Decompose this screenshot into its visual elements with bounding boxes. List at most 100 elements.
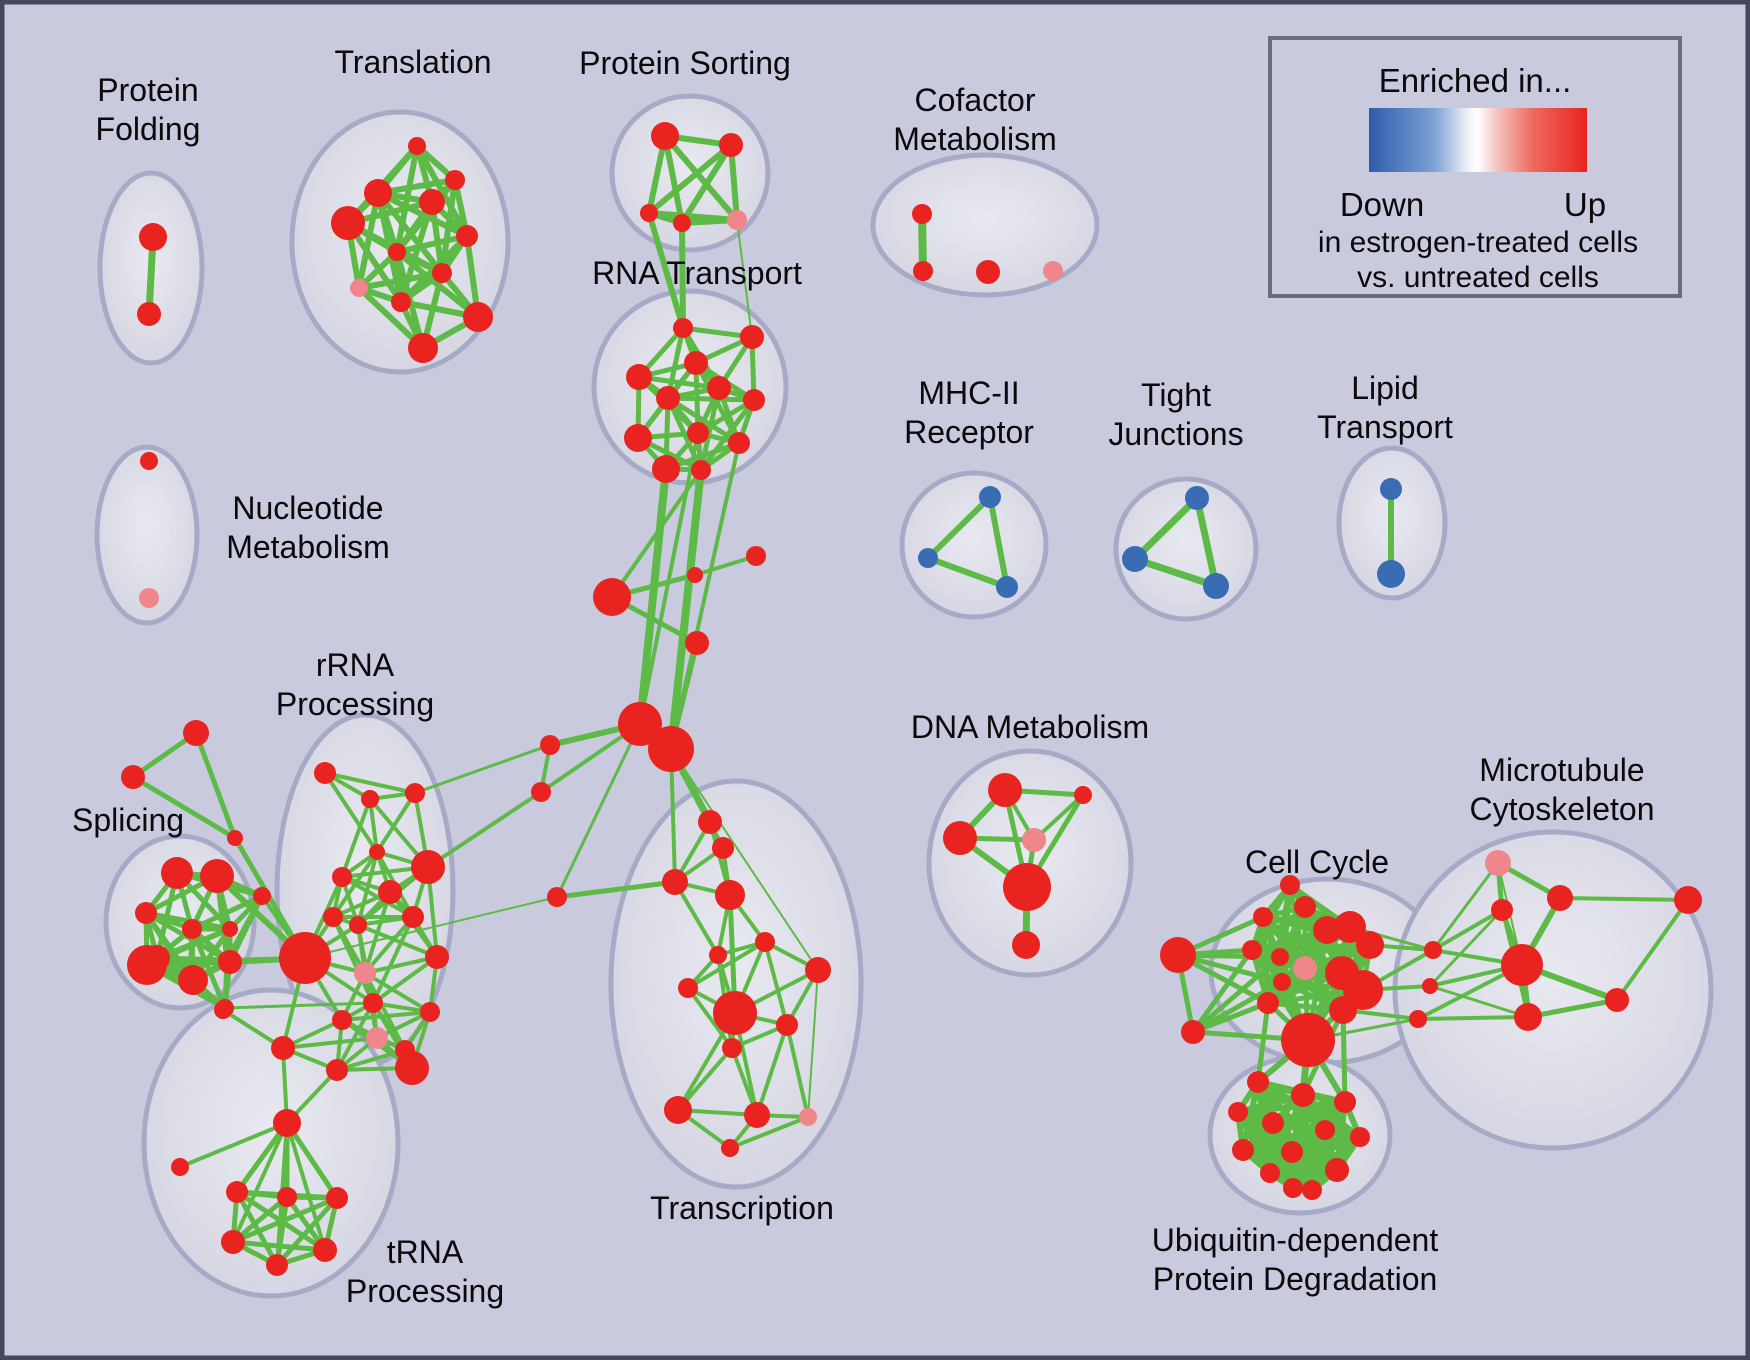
network-edge [987, 494, 1010, 590]
cluster-label-translation: Translation [334, 44, 491, 80]
network-edge [554, 879, 678, 900]
network-node [1329, 996, 1357, 1024]
network-node [1485, 850, 1511, 876]
network-edge [1290, 1127, 1328, 1191]
network-edge [274, 1195, 340, 1268]
network-edge [686, 986, 734, 1050]
network-node [1228, 1102, 1248, 1122]
network-node [313, 1238, 337, 1262]
network-edge [193, 730, 238, 841]
network-edge [755, 1023, 789, 1117]
cluster-label-nucleotide-metabolism: Nucleotide [232, 490, 383, 526]
network-node [1074, 786, 1092, 804]
network-node [547, 887, 567, 907]
network-node [626, 364, 652, 390]
network-edge [363, 915, 415, 975]
network-node [1160, 937, 1196, 973]
cluster-label-cofactor-metabolism: Cofactor [915, 82, 1036, 118]
network-node [1674, 886, 1702, 914]
network-node [776, 1014, 798, 1036]
network-node [361, 790, 379, 808]
network-edge [234, 1189, 280, 1268]
network-node [684, 351, 708, 375]
network-node [979, 486, 1001, 508]
cluster-label-microtubule-cytoskeleton: Cytoskeleton [1470, 791, 1655, 827]
network-node [1409, 1010, 1427, 1028]
network-edge [1340, 1007, 1348, 1105]
network-node [402, 906, 424, 928]
network-node [139, 588, 159, 608]
network-node [988, 773, 1022, 807]
network-node [715, 880, 745, 910]
network-node [691, 460, 711, 480]
cluster-label-protein-sorting: Protein Sorting [579, 45, 791, 81]
network-node [323, 907, 343, 927]
network-node [432, 263, 452, 283]
network-edge [807, 969, 819, 1118]
network-edge [223, 1001, 375, 1010]
network-node [743, 389, 765, 411]
network-edge [224, 893, 265, 963]
network-node [363, 993, 383, 1013]
network-node [332, 867, 352, 887]
network-node [648, 726, 694, 772]
cluster-label-lipid-transport: Lipid [1351, 370, 1419, 406]
network-node [918, 548, 938, 568]
network-edge [646, 142, 734, 216]
network-edge [728, 142, 740, 223]
cluster-label-splicing: Splicing [72, 802, 184, 838]
network-edge [679, 142, 734, 226]
network-edge [439, 177, 458, 276]
network-node [1491, 899, 1513, 921]
network-node [1012, 931, 1040, 959]
network-node [183, 720, 209, 746]
network-edge [667, 466, 705, 753]
network-edge [662, 133, 740, 223]
network-edge [335, 1001, 375, 1072]
network-node [349, 916, 367, 934]
network-node [121, 765, 145, 789]
network-node [1377, 560, 1405, 588]
network-edge [284, 1120, 340, 1201]
network-node [913, 261, 933, 281]
cluster-label-rna-transport: RNA Transport [592, 255, 802, 291]
network-node [420, 1002, 440, 1022]
network-node [673, 318, 693, 338]
legend-up-label: Up [1564, 186, 1606, 223]
network-node [350, 279, 368, 297]
network-node [1501, 944, 1543, 986]
network-node [273, 1109, 301, 1137]
network-edge [394, 233, 470, 255]
network-node [1232, 1139, 1254, 1161]
cluster-shape-mhc-ii-receptor [899, 470, 1049, 620]
cluster-shape-rna-transport [591, 288, 789, 486]
network-edge [785, 1023, 810, 1119]
network-node [744, 1102, 770, 1128]
network-edge [426, 790, 543, 869]
network-node [719, 133, 743, 157]
network-edge [1416, 1015, 1530, 1021]
network-node [640, 204, 658, 222]
legend: Enriched in... Down Up in estrogen-treat… [1268, 36, 1682, 298]
network-node [135, 902, 157, 924]
network-node [391, 292, 411, 312]
network-node [698, 810, 722, 834]
network-edge [285, 1121, 327, 1252]
network-edge [340, 797, 372, 879]
network-node [1283, 1178, 1303, 1198]
network-node [728, 432, 750, 454]
legend-gradient-bar [1369, 108, 1587, 172]
network-edge [371, 955, 439, 1005]
network-node [332, 1010, 352, 1030]
cluster-label-cofactor-metabolism: Metabolism [893, 121, 1057, 157]
network-node [144, 945, 170, 971]
network-node [271, 1036, 295, 1060]
network-edge [670, 748, 819, 971]
network-node [685, 631, 709, 655]
network-node [709, 946, 727, 964]
cluster-label-rrna-processing: rRNA [316, 647, 395, 683]
network-edge [1131, 555, 1220, 590]
cluster-shape-cofactor-metabolism [870, 152, 1100, 298]
